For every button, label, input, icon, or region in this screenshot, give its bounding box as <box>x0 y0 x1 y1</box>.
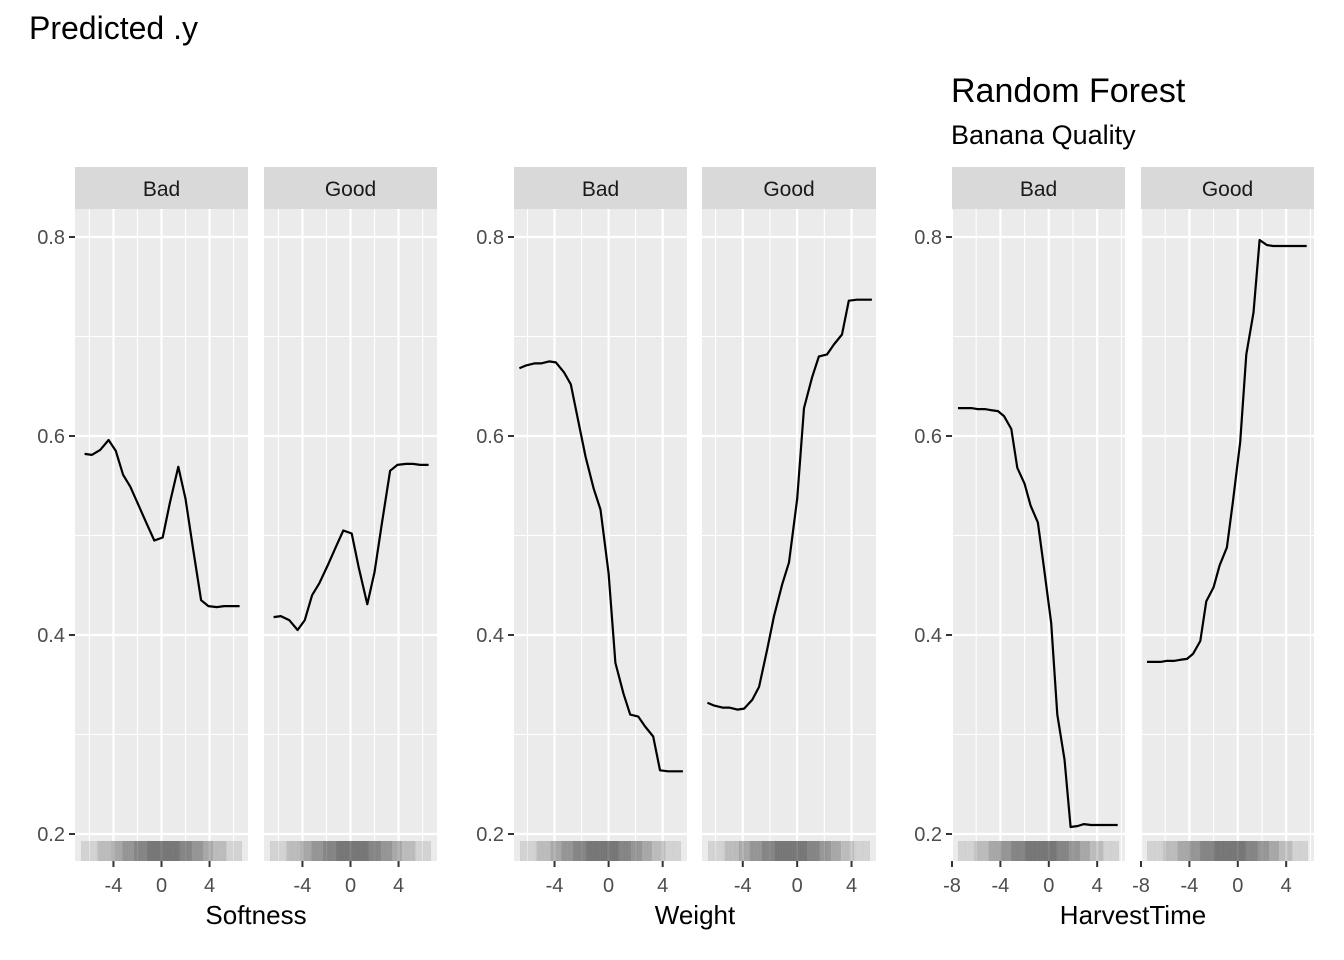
x-tick-label: 0 <box>156 875 167 897</box>
strip-background <box>702 167 876 209</box>
facet-good: -8 -4 0 4 Good <box>1132 167 1314 897</box>
series-line-good <box>706 298 872 711</box>
x-tick-label: -4 <box>105 875 123 897</box>
y-tick-label: 0.4 <box>37 625 65 647</box>
x-tick-label: -4 <box>734 875 752 897</box>
facet-good: -4 0 4 Good <box>702 167 876 897</box>
x-tick-label: 4 <box>1281 875 1292 897</box>
y-tick-label: 0.4 <box>476 625 504 647</box>
strip-background <box>514 167 687 209</box>
y-tick-label: 0.6 <box>914 426 942 448</box>
y-tick-label: 0.2 <box>914 824 942 846</box>
x-tick-label: -4 <box>546 875 564 897</box>
x-tick-label: 0 <box>1043 875 1054 897</box>
series-line-good <box>1147 238 1307 664</box>
x-tick-label: 4 <box>1092 875 1103 897</box>
x-tick-label: 0 <box>1232 875 1243 897</box>
plots-area: -4 0 4 Bad -4 0 4 Good 0.2 0.4 0.6 0.8 Softness -4 0 4 B… <box>37 167 1314 930</box>
strip-background <box>1141 167 1314 209</box>
x-tick-label: 0 <box>345 875 356 897</box>
x-tick-label: -4 <box>991 875 1009 897</box>
y-tick-label: 0.8 <box>914 227 942 249</box>
strip-label: Good <box>325 178 376 201</box>
y-tick-label: 0.4 <box>914 625 942 647</box>
series-line-bad <box>958 407 1118 829</box>
y-tick-label: 0.6 <box>476 426 504 448</box>
x-tick-label: -8 <box>1132 875 1150 897</box>
series-line-good <box>273 462 429 632</box>
x-tick-label: -4 <box>1180 875 1198 897</box>
strip-label: Bad <box>143 178 180 201</box>
strip-background <box>75 167 248 209</box>
facet-good: -4 0 4 Good <box>264 167 437 897</box>
facet-bad: -8 -4 0 4 Bad <box>943 167 1125 897</box>
facet-bad: -4 0 4 Bad <box>75 167 248 897</box>
x-tick-label: -4 <box>294 875 312 897</box>
x-tick-label: 4 <box>204 875 215 897</box>
strip-background <box>264 167 437 209</box>
x-tick-label: 4 <box>657 875 668 897</box>
strip-background <box>952 167 1125 209</box>
plot-harvesttime: -8 -4 0 4 Bad -8 -4 0 4 Good 0.2 0.4 0.6 0.8 HarvestTi… <box>914 167 1314 930</box>
strip-label: Bad <box>582 178 619 201</box>
x-tick-label: 4 <box>846 875 857 897</box>
y-tick-label: 0.2 <box>476 824 504 846</box>
x-axis-title: Weight <box>655 900 736 930</box>
x-tick-label: 0 <box>792 875 803 897</box>
rug-marks <box>520 841 681 861</box>
x-tick-label: 4 <box>393 875 404 897</box>
strip-label: Bad <box>1020 178 1057 201</box>
rug-marks <box>270 841 431 861</box>
x-axis-title: HarvestTime <box>1060 900 1206 930</box>
series-line-bad <box>84 438 240 609</box>
y-tick-label: 0.8 <box>37 227 65 249</box>
x-axis-title: Softness <box>205 900 306 930</box>
y-tick-label: 0.2 <box>37 824 65 846</box>
strip-label: Good <box>1202 178 1253 201</box>
x-tick-label: -8 <box>943 875 961 897</box>
plot-softness: -4 0 4 Bad -4 0 4 Good 0.2 0.4 0.6 0.8 Softness <box>37 167 437 930</box>
y-tick-label: 0.8 <box>476 227 504 249</box>
x-tick-label: 0 <box>603 875 614 897</box>
plot-weight: -4 0 4 Bad -4 0 4 Good 0.2 0.4 0.6 0.8 Weight <box>476 167 876 930</box>
series-line-bad <box>518 360 683 773</box>
facet-bad: -4 0 4 Bad <box>514 167 687 897</box>
plot-subtitle: Banana Quality <box>951 120 1136 150</box>
plot-title: Random Forest <box>951 72 1186 110</box>
rug-marks <box>1147 841 1308 861</box>
rug-marks <box>958 841 1119 861</box>
rug-marks <box>708 841 870 861</box>
strip-label: Good <box>763 178 814 201</box>
page-title: Predicted .y <box>29 10 198 46</box>
rug-marks <box>81 841 242 861</box>
y-tick-label: 0.6 <box>37 426 65 448</box>
